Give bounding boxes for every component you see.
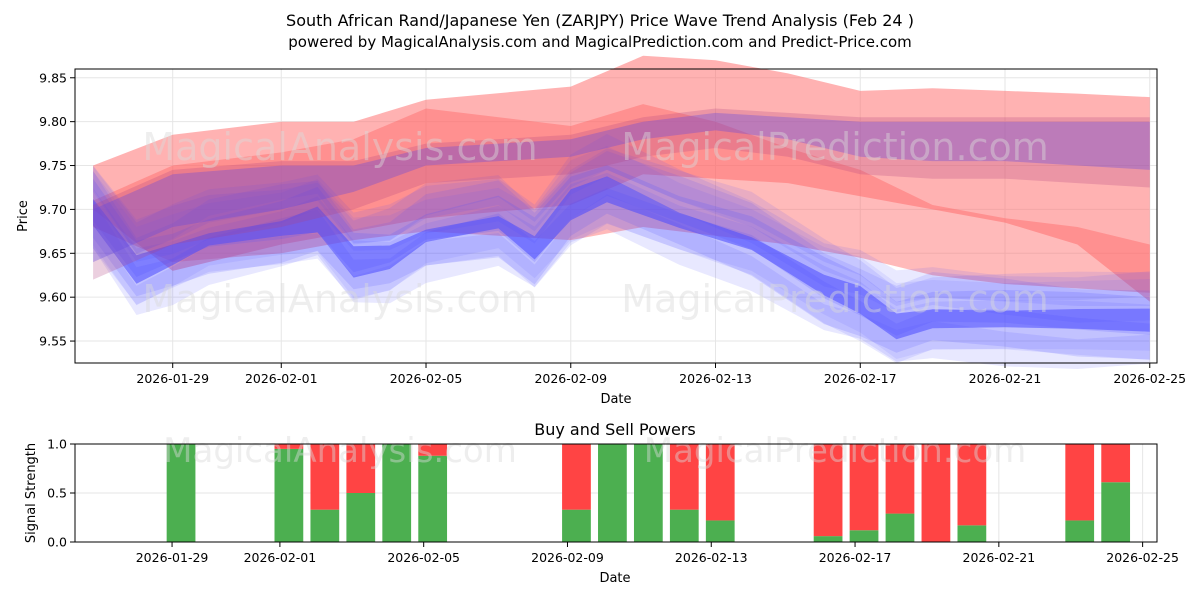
signal-chart-title: Buy and Sell Powers <box>534 420 696 439</box>
price-chart-frame <box>74 68 1158 364</box>
price-y-tick-label-0: 9.55 <box>39 334 67 349</box>
blue-wave-band-1 <box>93 165 1150 336</box>
price-chart: MagicalAnalysis.com MagicalPrediction.co… <box>16 55 1186 407</box>
price-chart-watermarks: MagicalAnalysis.com MagicalPrediction.co… <box>142 125 1048 321</box>
buy-bar-2026-02-04 <box>382 444 412 542</box>
blue-wave-band-7 <box>93 172 1150 364</box>
price-x-tick-label-3: 2026-02-09 <box>534 371 607 386</box>
buy-bar-2026-02-11 <box>633 444 663 542</box>
buy-bar-2026-02-17 <box>849 530 879 542</box>
watermark-magicalprediction-3: MagicalPrediction.com <box>644 431 1027 471</box>
purple-band-red-layer <box>93 108 1150 280</box>
signal-bars <box>166 444 1131 542</box>
signal-x-tick-label-2: 2026-02-05 <box>387 550 460 565</box>
signal-chart-y-label: Signal Strength <box>24 443 39 543</box>
buy-bar-2026-02-18 <box>885 513 915 542</box>
signal-x-tick-label-0: 2026-01-29 <box>136 550 209 565</box>
price-chart-x-axis: 2026-01-29 2026-02-01 2026-02-05 2026-02-09… <box>136 363 1186 386</box>
watermark-magicalprediction-1: MagicalPrediction.com <box>621 125 1049 169</box>
signal-chart-x-axis: 2026-01-29 2026-02-01 2026-02-05 2026-02-09… <box>136 542 1179 565</box>
sell-bar-2026-02-02 <box>310 444 340 510</box>
signal-chart-y-axis: 0.0 0.5 1.0 <box>47 437 75 550</box>
signal-x-tick-label-6: 2026-02-21 <box>963 550 1036 565</box>
buy-bar-2026-01-29 <box>166 444 196 542</box>
buy-bar-2026-02-23 <box>1065 520 1095 542</box>
blue-wave-band-6 <box>93 146 1150 359</box>
sell-bar-2026-02-23 <box>1065 444 1095 521</box>
signal-x-tick-label-5: 2026-02-17 <box>819 550 892 565</box>
buy-bar-2026-02-10 <box>598 444 627 542</box>
buy-bar-2026-02-16 <box>813 536 843 542</box>
price-x-tick-label-6: 2026-02-21 <box>969 371 1042 386</box>
blue-wave-band-5 <box>93 134 1150 303</box>
watermark-magicalanalysis-3: MagicalAnalysis.com <box>163 431 517 471</box>
blue-wave-band-0 <box>93 176 1150 340</box>
price-y-tick-label-6: 9.85 <box>39 70 67 85</box>
price-x-tick-label-7: 2026-02-25 <box>1113 371 1186 386</box>
price-x-tick-label-4: 2026-02-13 <box>679 371 752 386</box>
buy-bar-2026-02-13 <box>705 520 735 542</box>
price-wave-bands <box>93 55 1150 369</box>
sell-bar-2026-02-01 <box>274 444 304 449</box>
sell-bar-2026-02-16 <box>813 444 843 537</box>
price-y-tick-label-2: 9.65 <box>39 246 67 261</box>
watermark-magicalanalysis-1: MagicalAnalysis.com <box>142 125 537 169</box>
price-chart-y-axis: 9.55 9.60 9.65 9.70 9.75 9.80 9.85 <box>39 70 75 349</box>
price-y-tick-label-3: 9.70 <box>39 202 67 217</box>
buy-bar-2026-02-01 <box>274 448 304 542</box>
buy-bar-2026-02-05 <box>418 455 448 542</box>
main-chart-subtitle: powered by MagicalAnalysis.com and Magic… <box>288 33 912 51</box>
buy-bar-2026-02-24 <box>1101 482 1131 542</box>
price-chart-y-label: Price <box>16 200 31 232</box>
price-x-tick-label-5: 2026-02-17 <box>824 371 897 386</box>
blue-wave-band-2 <box>93 188 1150 360</box>
signal-chart-x-label: Date <box>599 571 630 586</box>
buy-bar-2026-02-02 <box>310 509 340 542</box>
sell-bar-2026-02-19 <box>921 444 951 542</box>
sell-bar-2026-02-17 <box>849 444 879 531</box>
price-x-tick-label-1: 2026-02-01 <box>245 371 318 386</box>
signal-x-tick-label-7: 2026-02-25 <box>1106 550 1179 565</box>
buy-bar-2026-02-12 <box>669 509 699 542</box>
signal-x-tick-label-3: 2026-02-09 <box>531 550 604 565</box>
watermark-magicalprediction-2: MagicalPrediction.com <box>621 277 1049 321</box>
main-chart-title: South African Rand/Japanese Yen (ZARJPY)… <box>286 11 914 30</box>
signal-chart: Buy and Sell Powers MagicalAnalysis.com … <box>24 420 1179 586</box>
sell-bar-2026-02-20 <box>957 444 987 526</box>
watermark-magicalanalysis-2: MagicalAnalysis.com <box>142 277 537 321</box>
signal-x-tick-label-1: 2026-02-01 <box>244 550 317 565</box>
blue-wave-band-upper <box>93 148 1150 306</box>
sell-bar-2026-02-05 <box>418 444 448 456</box>
buy-bar-2026-02-20 <box>957 525 987 542</box>
sell-bar-2026-02-18 <box>885 444 915 514</box>
signal-y-tick-label-1: 0.5 <box>47 486 67 501</box>
sell-bar-2026-02-09 <box>562 444 591 510</box>
buy-bar-2026-02-03 <box>346 493 376 542</box>
blue-wave-band-4 <box>93 194 1150 369</box>
price-x-tick-label-2: 2026-02-05 <box>390 371 463 386</box>
sell-bar-2026-02-03 <box>346 444 376 493</box>
purple-band-blue-layer <box>93 112 1150 263</box>
buy-bar-2026-02-09 <box>562 509 591 542</box>
price-x-tick-label-0: 2026-01-29 <box>136 371 209 386</box>
signal-y-tick-label-2: 1.0 <box>47 437 67 452</box>
signal-chart-watermarks: MagicalAnalysis.com MagicalPrediction.co… <box>163 431 1026 471</box>
price-y-tick-label-5: 9.80 <box>39 114 67 129</box>
sell-bar-2026-02-24 <box>1101 444 1131 483</box>
signal-x-tick-label-4: 2026-02-13 <box>675 550 748 565</box>
sell-bar-2026-02-13 <box>705 444 735 521</box>
price-y-tick-label-4: 9.75 <box>39 158 67 173</box>
price-chart-x-label: Date <box>600 392 631 407</box>
red-band-outer <box>93 55 1150 302</box>
blue-wave-band-3 <box>93 151 1150 323</box>
signal-y-tick-label-0: 0.0 <box>47 535 67 550</box>
price-y-tick-label-1: 9.60 <box>39 290 67 305</box>
sell-bar-2026-02-12 <box>669 444 699 510</box>
